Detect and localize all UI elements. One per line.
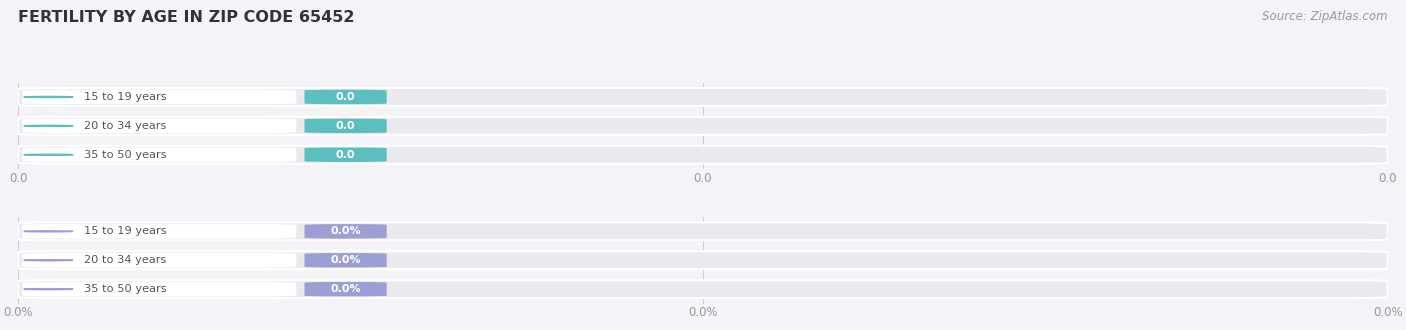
FancyBboxPatch shape [22,224,297,239]
FancyBboxPatch shape [18,146,1388,164]
FancyBboxPatch shape [22,148,297,162]
FancyBboxPatch shape [18,222,1388,240]
Text: 0.0%: 0.0% [330,255,361,265]
Text: 15 to 19 years: 15 to 19 years [84,92,167,102]
FancyBboxPatch shape [18,117,1388,135]
Text: 0.0%: 0.0% [330,226,361,236]
FancyBboxPatch shape [305,148,387,162]
FancyBboxPatch shape [22,90,297,104]
Circle shape [24,289,73,290]
Text: 20 to 34 years: 20 to 34 years [84,255,166,265]
Text: 35 to 50 years: 35 to 50 years [84,284,167,294]
Text: 0.0%: 0.0% [330,284,361,294]
FancyBboxPatch shape [22,253,297,268]
Circle shape [24,125,73,126]
Circle shape [24,231,73,232]
Text: FERTILITY BY AGE IN ZIP CODE 65452: FERTILITY BY AGE IN ZIP CODE 65452 [18,10,354,25]
Circle shape [24,96,73,97]
FancyBboxPatch shape [18,88,1388,106]
FancyBboxPatch shape [305,118,387,133]
FancyBboxPatch shape [305,224,387,239]
Text: 0.0: 0.0 [336,92,356,102]
FancyBboxPatch shape [22,282,297,296]
FancyBboxPatch shape [22,118,297,133]
FancyBboxPatch shape [305,90,387,104]
Circle shape [24,154,73,155]
Circle shape [24,260,73,261]
Text: 20 to 34 years: 20 to 34 years [84,121,166,131]
Text: 0.0: 0.0 [336,121,356,131]
Text: 15 to 19 years: 15 to 19 years [84,226,167,236]
Text: 35 to 50 years: 35 to 50 years [84,150,167,160]
Text: 0.0: 0.0 [336,150,356,160]
FancyBboxPatch shape [305,253,387,268]
FancyBboxPatch shape [305,282,387,296]
FancyBboxPatch shape [18,280,1388,298]
Text: Source: ZipAtlas.com: Source: ZipAtlas.com [1263,10,1388,23]
FancyBboxPatch shape [18,251,1388,269]
